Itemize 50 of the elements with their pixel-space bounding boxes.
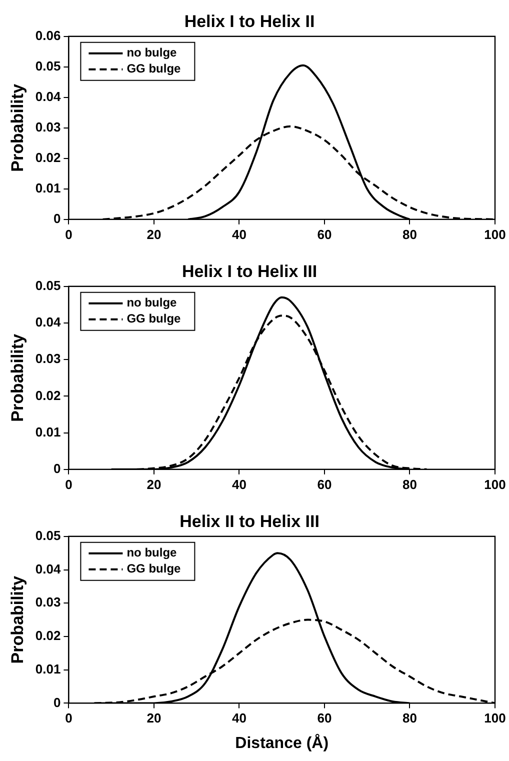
x-tick-label: 20 bbox=[146, 226, 162, 242]
x-tick-label: 80 bbox=[402, 476, 417, 492]
x-tick-label: 100 bbox=[484, 476, 506, 492]
chart-title: Helix I to Helix II bbox=[184, 12, 315, 31]
x-axis-title: Distance (Å) bbox=[235, 732, 329, 752]
legend-label: no bulge bbox=[126, 296, 178, 310]
x-tick-label: 60 bbox=[317, 476, 332, 492]
x-tick-label: 20 bbox=[146, 476, 162, 492]
y-axis-title: Probability bbox=[8, 575, 27, 664]
y-tick-label: 0.03 bbox=[35, 351, 61, 366]
legend-label: GG bulge bbox=[126, 312, 182, 326]
y-tick-label: 0.05 bbox=[35, 278, 61, 293]
y-tick-label: 0.05 bbox=[35, 528, 61, 543]
chart-title: Helix I to Helix III bbox=[182, 262, 318, 281]
x-tick-label: 40 bbox=[232, 226, 246, 242]
y-axis-title: Probability bbox=[8, 83, 27, 172]
y-tick-label: 0.01 bbox=[35, 661, 61, 676]
x-tick-label: 60 bbox=[317, 710, 332, 726]
chart-title: Helix II to Helix III bbox=[180, 512, 320, 531]
legend-label: GG bulge bbox=[126, 62, 182, 76]
legend-label: no bulge bbox=[126, 546, 178, 560]
y-tick-label: 0.02 bbox=[35, 150, 61, 165]
y-tick-label: 0 bbox=[53, 460, 61, 476]
x-tick-label: 0 bbox=[65, 476, 72, 492]
y-tick-label: 0.01 bbox=[35, 424, 61, 440]
y-tick-label: 0.04 bbox=[35, 561, 62, 576]
legend-label: GG bulge bbox=[126, 562, 182, 576]
y-tick-label: 0.02 bbox=[35, 388, 61, 403]
y-tick-label: 0.05 bbox=[35, 58, 61, 74]
y-tick-label: 0.04 bbox=[35, 88, 62, 104]
legend-label: no bulge bbox=[126, 46, 178, 60]
y-tick-label: 0.03 bbox=[35, 119, 61, 134]
x-tick-label: 20 bbox=[146, 710, 162, 726]
x-tick-label: 80 bbox=[402, 710, 417, 726]
x-tick-label: 80 bbox=[402, 226, 417, 242]
x-tick-label: 40 bbox=[232, 476, 246, 492]
y-tick-label: 0.06 bbox=[35, 28, 61, 43]
x-tick-label: 60 bbox=[317, 226, 332, 242]
y-tick-label: 0.04 bbox=[35, 314, 62, 330]
y-tick-label: 0 bbox=[53, 694, 61, 710]
y-tick-label: 0.03 bbox=[35, 594, 61, 610]
x-tick-label: 100 bbox=[484, 710, 506, 726]
y-tick-label: 0.02 bbox=[35, 628, 61, 644]
x-tick-label: 0 bbox=[65, 710, 72, 726]
x-tick-label: 100 bbox=[484, 226, 506, 242]
y-tick-label: 0 bbox=[53, 210, 61, 226]
x-tick-label: 0 bbox=[65, 226, 72, 242]
x-tick-label: 40 bbox=[232, 710, 246, 726]
y-axis-title: Probability bbox=[8, 333, 27, 422]
y-tick-label: 0.01 bbox=[35, 180, 61, 196]
